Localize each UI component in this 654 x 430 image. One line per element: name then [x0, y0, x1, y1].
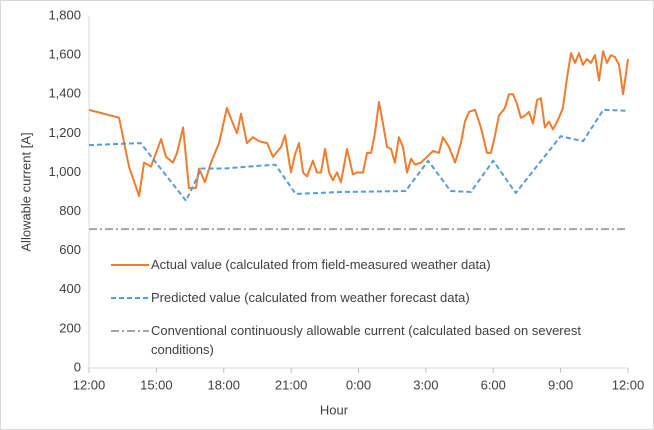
x-tick-label: 0:00: [346, 377, 371, 392]
y-tick-label: 800: [59, 203, 81, 218]
y-tick-label: 0: [74, 359, 81, 374]
x-tick-label: 18:00: [207, 377, 240, 392]
x-tick-label: 9:00: [548, 377, 573, 392]
legend-swatch: [111, 297, 149, 299]
legend-swatch: [111, 330, 149, 332]
y-axis-label: Allowable current [A]: [18, 132, 33, 251]
x-tick-label: 12:00: [612, 377, 645, 392]
legend-swatch: [111, 264, 149, 266]
x-tick-label: 6:00: [481, 377, 506, 392]
legend: Actual value (calculated from field-meas…: [109, 255, 609, 373]
legend-label: Conventional continuously allowable curr…: [151, 323, 581, 357]
series-line: [88, 50, 629, 197]
series-line: [88, 108, 629, 202]
legend-label: Predicted value (calculated from weather…: [151, 290, 470, 305]
y-tick-label: 1,600: [48, 47, 81, 62]
y-tick-label: 600: [59, 242, 81, 257]
y-tick-label: 1,400: [48, 86, 81, 101]
y-tick-label: 1,800: [48, 7, 81, 22]
x-axis-label: Hour: [320, 402, 349, 417]
legend-entry: Actual value (calculated from field-meas…: [109, 255, 609, 274]
x-tick-label: 15:00: [140, 377, 173, 392]
x-tick-label: 21:00: [275, 377, 308, 392]
legend-entry: Conventional continuously allowable curr…: [109, 321, 609, 359]
x-tick-label: 12:00: [73, 377, 106, 392]
y-tick-label: 200: [59, 320, 81, 335]
y-tick-label: 1,000: [48, 164, 81, 179]
y-tick-label: 400: [59, 281, 81, 296]
legend-entry: Predicted value (calculated from weather…: [109, 288, 609, 307]
x-tick-label: 3:00: [413, 377, 438, 392]
legend-label: Actual value (calculated from field-meas…: [151, 257, 491, 272]
y-tick-label: 1,200: [48, 125, 81, 140]
